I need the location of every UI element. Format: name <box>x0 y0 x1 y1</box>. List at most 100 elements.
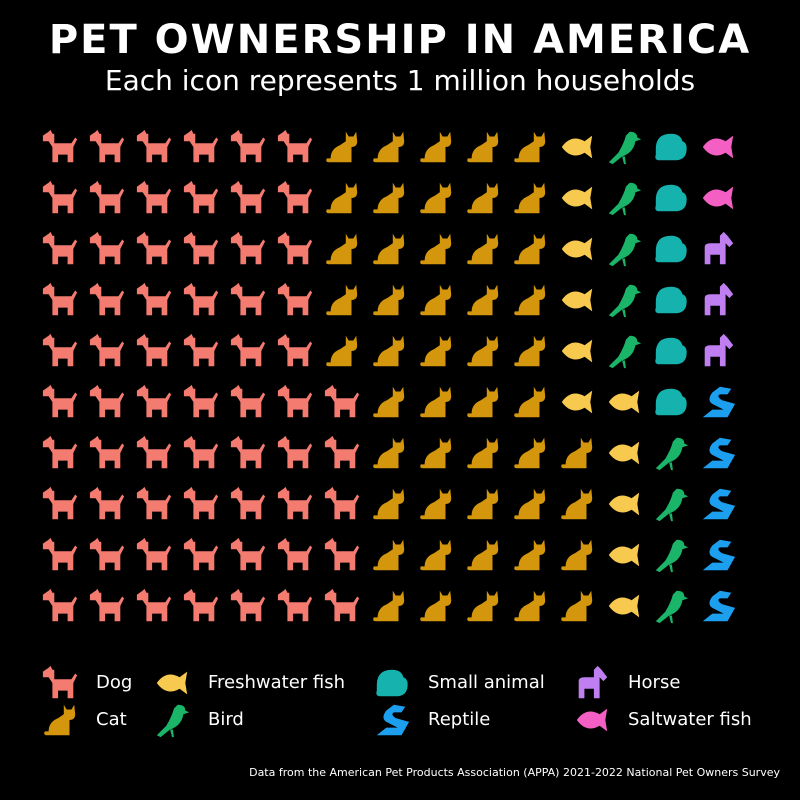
pet-icon <box>514 488 546 520</box>
chart-title: PET OWNERSHIP IN AMERICA <box>49 17 751 63</box>
pet-icon <box>561 237 593 261</box>
legend-icon <box>578 665 608 699</box>
pet-icon <box>608 492 640 516</box>
pet-icon <box>89 231 125 265</box>
pet-icon <box>467 488 499 520</box>
pet-icon <box>89 180 125 214</box>
pet-icon <box>136 231 172 265</box>
pet-icon <box>420 182 452 214</box>
pet-icon <box>467 386 499 418</box>
pet-icon <box>183 588 219 622</box>
pet-icon <box>373 590 405 622</box>
pet-icon <box>514 233 546 265</box>
pet-icon <box>183 180 219 214</box>
pet-icon <box>136 129 172 163</box>
pet-icon <box>561 539 593 571</box>
legend-label: Cat <box>96 709 127 730</box>
pet-icon <box>467 131 499 163</box>
pet-icon <box>373 233 405 265</box>
pet-icon <box>420 539 452 571</box>
pet-icon <box>655 337 687 365</box>
pet-icon <box>655 184 687 212</box>
pet-icon <box>655 437 689 471</box>
pet-icon <box>326 335 358 367</box>
pet-icon <box>467 437 499 469</box>
legend-label: Horse <box>628 672 680 693</box>
legend: Dog Cat Freshwater fish Bird Small animal Rep… <box>42 665 752 738</box>
pet-icon <box>42 486 78 520</box>
pet-icon <box>230 333 266 367</box>
legend-icon <box>376 704 410 736</box>
legend-label: Freshwater fish <box>208 672 345 693</box>
pet-icon <box>655 133 687 161</box>
pet-icon <box>514 539 546 571</box>
pet-icon <box>136 588 172 622</box>
pet-icon <box>277 180 313 214</box>
pet-icon <box>326 182 358 214</box>
icon-grid <box>42 129 736 624</box>
pet-icon <box>561 488 593 520</box>
pet-icon <box>89 384 125 418</box>
pet-icon <box>326 233 358 265</box>
pet-icon <box>183 435 219 469</box>
legend-label: Reptile <box>428 709 490 730</box>
pet-icon <box>89 282 125 316</box>
pet-icon <box>514 284 546 316</box>
pet-icon <box>89 129 125 163</box>
pet-icon <box>373 335 405 367</box>
pet-icon <box>561 590 593 622</box>
pet-icon <box>42 384 78 418</box>
pet-icon <box>89 486 125 520</box>
pet-icon <box>373 284 405 316</box>
pet-icon <box>514 437 546 469</box>
legend-icon <box>156 704 190 738</box>
pet-icon <box>183 231 219 265</box>
chart-subtitle: Each icon represents 1 million household… <box>105 64 695 97</box>
pet-icon <box>277 129 313 163</box>
pet-icon <box>420 335 452 367</box>
pet-icon <box>561 390 593 414</box>
pet-icon <box>326 131 358 163</box>
pet-icon <box>136 384 172 418</box>
pet-icon <box>277 537 313 571</box>
legend-label: Small animal <box>428 672 545 693</box>
pet-icon <box>277 435 313 469</box>
legend-label: Bird <box>208 709 244 730</box>
pet-icon <box>42 231 78 265</box>
pet-icon <box>230 537 266 571</box>
pet-icon <box>373 437 405 469</box>
pet-icon <box>42 588 78 622</box>
pet-icon <box>324 486 360 520</box>
pet-icon <box>230 486 266 520</box>
pet-icon <box>183 333 219 367</box>
pet-icon <box>655 235 687 263</box>
pet-icon <box>704 282 734 316</box>
legend-icon <box>576 708 608 732</box>
pet-icon <box>89 537 125 571</box>
pet-icon <box>136 486 172 520</box>
pet-icon <box>136 537 172 571</box>
pet-icon <box>608 390 640 414</box>
pet-icon <box>420 590 452 622</box>
pet-icon <box>702 135 734 159</box>
pet-icon <box>42 180 78 214</box>
pet-icon <box>514 335 546 367</box>
pet-icon <box>136 333 172 367</box>
pet-icon <box>655 590 689 624</box>
pet-icon <box>467 335 499 367</box>
legend-label: Saltwater fish <box>628 709 752 730</box>
pet-icon <box>655 488 689 522</box>
pet-icon <box>608 594 640 618</box>
pet-icon <box>514 590 546 622</box>
pet-icon <box>608 543 640 567</box>
pet-icon <box>608 233 642 267</box>
pet-icon <box>230 435 266 469</box>
pet-icon <box>514 182 546 214</box>
pet-icon <box>136 282 172 316</box>
pet-icon <box>608 131 642 165</box>
pet-icon <box>702 539 736 571</box>
pet-icon <box>702 437 736 469</box>
pet-icon <box>655 388 687 416</box>
